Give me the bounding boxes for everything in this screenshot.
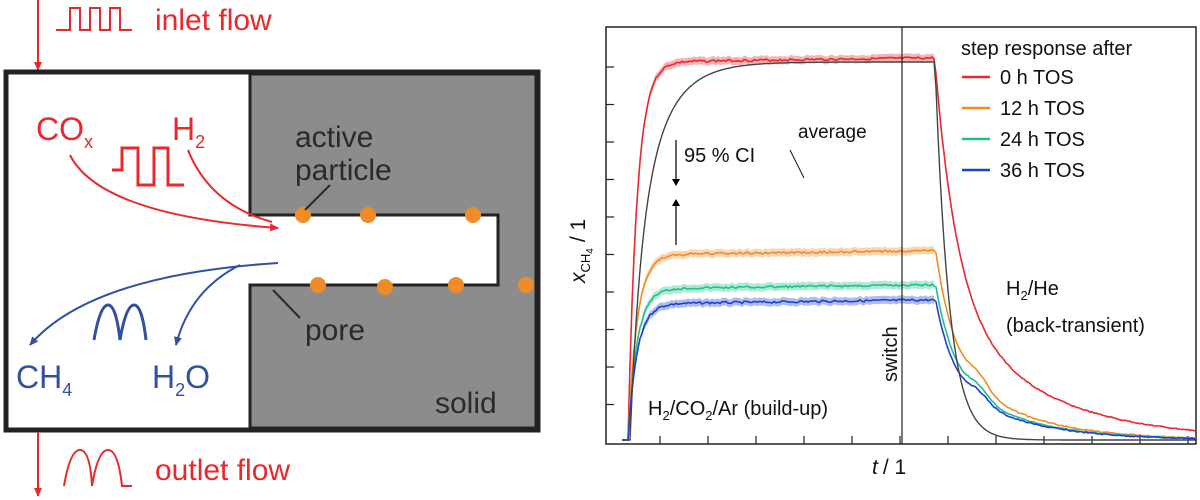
active-particle <box>448 277 464 293</box>
active-particle <box>377 279 393 295</box>
product-wave-icon <box>92 303 148 341</box>
legend: step response after 0 h TOS 12 h TOS 24 h … <box>961 38 1133 182</box>
series-line <box>622 249 1197 441</box>
back-transient-label-1: H2/He <box>1006 278 1059 303</box>
confidence-bands <box>642 53 934 338</box>
legend-label: 24 h TOS <box>1000 129 1085 151</box>
ch4-label: CH4 <box>16 359 72 400</box>
legend-title: step response after <box>961 38 1133 60</box>
series-line <box>622 298 1197 441</box>
average-pointer <box>789 149 805 179</box>
reactor-schematic: inlet flow active particle pore solid CO… <box>3 0 541 497</box>
legend-label: 12 h TOS <box>1000 98 1085 120</box>
back-transient-label-2: (back-transient) <box>1006 315 1145 337</box>
y-axis-ticks <box>606 66 614 406</box>
cox-flow-arrow <box>69 154 279 232</box>
reference-line <box>622 61 1196 441</box>
inlet-pulse-icon <box>56 7 132 31</box>
inlet-label: inlet flow <box>155 4 272 37</box>
x-axis-label: t/ 1 <box>872 456 906 479</box>
h2-label: H2 <box>172 111 205 152</box>
active-particle-label-2: particle <box>295 154 392 187</box>
ci-label: 95 % CI <box>684 145 755 167</box>
legend-label: 0 h TOS <box>1000 67 1074 89</box>
active-particle-label-1: active <box>295 121 373 154</box>
h2o-flow-arrow <box>174 264 241 346</box>
active-particle <box>465 207 481 223</box>
switch-label: switch <box>880 326 902 382</box>
active-particle <box>310 277 326 293</box>
outlet-pulse-icon <box>63 448 132 487</box>
step-response-chart: switch 95 % CI average H2/CO2/Ar (build-… <box>567 26 1197 479</box>
active-particle <box>518 277 534 293</box>
y-axis-label: xCH4/ 1 <box>567 219 596 284</box>
ci-band <box>642 53 934 146</box>
pore-pointer <box>272 289 301 319</box>
average-label: average <box>798 122 867 143</box>
ch4-flow-arrow <box>29 262 279 346</box>
h2o-label: H2O <box>152 359 210 400</box>
h2-flow-arrow <box>187 149 273 223</box>
particle-pointer <box>304 184 331 211</box>
reactant-pulse-icon <box>112 146 184 187</box>
legend-label: 36 h TOS <box>1000 160 1085 182</box>
cox-label: COx <box>36 111 93 152</box>
series-curves <box>622 56 1197 441</box>
plot-frame <box>605 26 1197 445</box>
solid-label: solid <box>435 387 497 420</box>
series-line <box>622 56 1196 441</box>
outlet-label: outlet flow <box>155 454 290 487</box>
ci-band <box>642 295 934 338</box>
buildup-label: H2/CO2/Ar (build-up) <box>648 398 828 423</box>
solid-region <box>248 72 538 430</box>
active-particle <box>295 207 311 223</box>
active-particle <box>360 207 376 223</box>
pore-label: pore <box>305 314 365 347</box>
